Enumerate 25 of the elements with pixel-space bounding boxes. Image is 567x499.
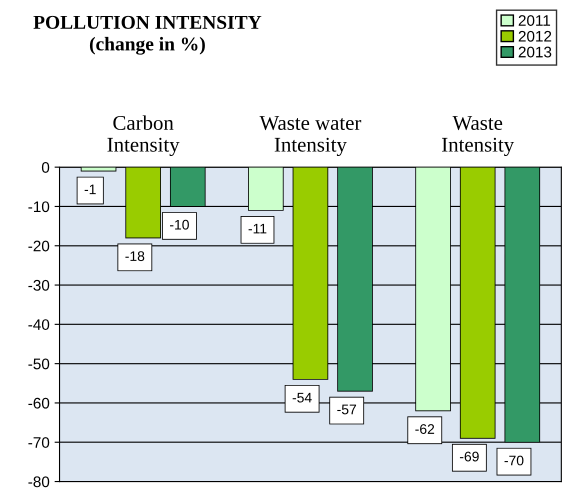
legend-label: 2011 — [518, 15, 550, 26]
y-tick-label: -60 — [28, 398, 50, 409]
data-label: -10 — [170, 220, 189, 230]
chart-title: POLLUTION INTENSITY (change in %) — [33, 16, 262, 55]
y-tick-label: -80 — [28, 476, 50, 488]
y-tick-label: -20 — [28, 240, 50, 252]
x-tick-label: Carbon Intensity — [107, 115, 180, 156]
data-label: -54 — [292, 392, 312, 403]
y-tick-label: -40 — [28, 319, 50, 330]
y-tick-label: -70 — [28, 437, 50, 448]
legend-label: 2012 — [518, 30, 552, 42]
data-label: -18 — [125, 251, 144, 262]
data-label: -62 — [415, 424, 434, 434]
y-tick-label: -30 — [28, 280, 50, 291]
y-tick-label: 0 — [42, 162, 50, 173]
x-tick-label: Waste water Intensity — [260, 116, 362, 156]
y-tick-label: -50 — [28, 358, 50, 370]
data-label: -70 — [504, 456, 524, 466]
data-label: -69 — [460, 452, 479, 462]
data-label: -11 — [248, 224, 266, 234]
legend-label: 2013 — [518, 46, 552, 58]
y-tick-label: -10 — [28, 201, 50, 212]
data-label: -1 — [84, 184, 96, 194]
x-tick-label: Waste Intensity — [442, 116, 514, 156]
data-label: -57 — [337, 404, 356, 414]
